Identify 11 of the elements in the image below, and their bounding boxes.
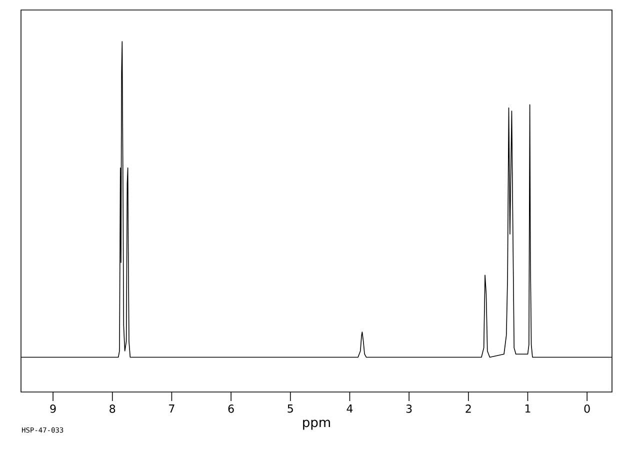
x-tick-label: 0 bbox=[584, 404, 590, 413]
x-tick-label: 4 bbox=[346, 404, 353, 413]
x-tick-label: 1 bbox=[525, 404, 530, 413]
x-tick-label: 7 bbox=[169, 404, 174, 413]
x-tick-label: 9 bbox=[50, 404, 56, 413]
x-tick-label: 2 bbox=[466, 404, 471, 413]
x-tick-label: 5 bbox=[288, 404, 293, 413]
x-tick-label: 8 bbox=[110, 404, 116, 413]
x-tick-label: 3 bbox=[406, 404, 412, 413]
x-axis-title: ppm bbox=[303, 420, 330, 430]
x-tick-label: 6 bbox=[228, 404, 234, 413]
